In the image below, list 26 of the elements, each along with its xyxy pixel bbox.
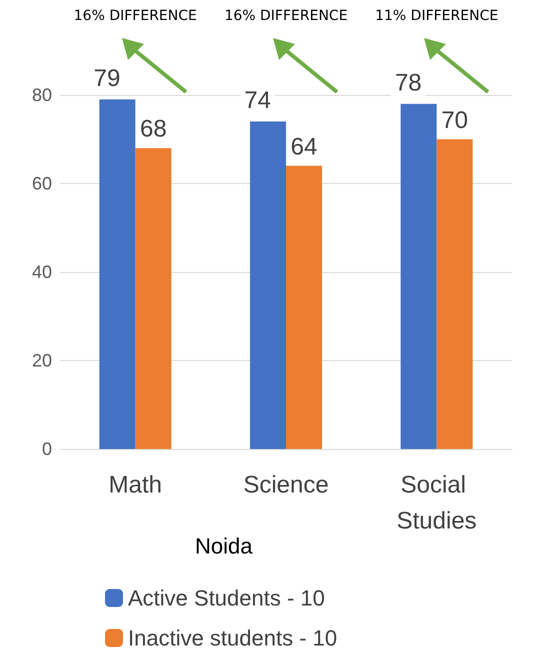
x-tick-label: Math bbox=[108, 472, 162, 498]
bar bbox=[99, 99, 136, 449]
x-tick-label: Science bbox=[243, 472, 329, 498]
legend-label: Inactive students - 10 bbox=[128, 626, 338, 650]
x-tick-label: Social Studies bbox=[396, 472, 477, 534]
y-tick-label: 60 bbox=[32, 174, 52, 194]
bar bbox=[135, 148, 172, 449]
bar bbox=[400, 104, 437, 449]
data-label: 74 bbox=[244, 87, 271, 114]
legend-title: Noida bbox=[195, 534, 254, 558]
data-label: 78 bbox=[394, 69, 422, 96]
data-label: 68 bbox=[140, 116, 167, 143]
data-label: 70 bbox=[441, 106, 468, 134]
bar bbox=[286, 166, 322, 449]
y-tick-label: 40 bbox=[32, 262, 52, 282]
text: 16% DIFFERENCE bbox=[224, 8, 348, 24]
bar bbox=[250, 122, 286, 449]
data-label: 79 bbox=[94, 64, 120, 92]
y-tick-label: 0 bbox=[42, 439, 52, 459]
legend-label: Active Students - 10 bbox=[128, 586, 325, 610]
bar bbox=[436, 139, 473, 449]
y-tick-label: 80 bbox=[32, 85, 52, 105]
y-tick-label: 20 bbox=[32, 350, 52, 370]
text: 11% DIFFERENCE bbox=[375, 8, 498, 24]
data-label: 64 bbox=[290, 133, 318, 160]
text: 16% DIFFERENCE bbox=[74, 8, 197, 24]
